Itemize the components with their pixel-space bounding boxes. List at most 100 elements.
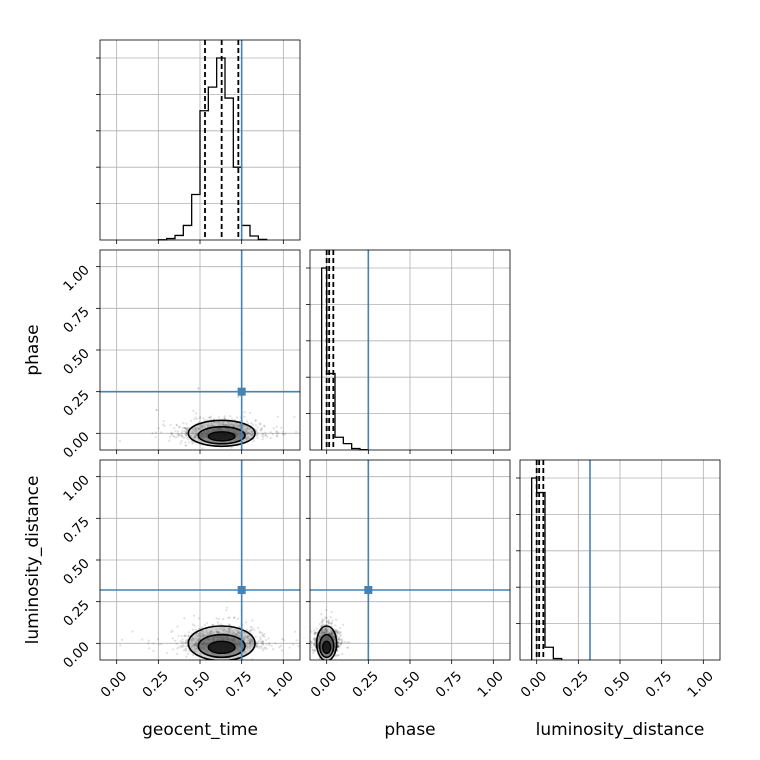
scatter-phase-vs-luminosity_distance-point xyxy=(330,622,333,625)
scatter-geocent_time-vs-phase-point xyxy=(245,431,248,434)
scatter-geocent_time-vs-luminosity_distance-point xyxy=(234,633,237,636)
scatter-geocent_time-vs-luminosity_distance-point xyxy=(278,646,281,649)
scatter-geocent_time-vs-luminosity_distance-point xyxy=(245,644,249,648)
scatter-geocent_time-vs-phase-point xyxy=(198,420,201,423)
scatter-geocent_time-vs-luminosity_distance-point xyxy=(217,630,220,634)
scatter-geocent_time-vs-luminosity_distance-ytick-label-1: 0.25 xyxy=(60,597,93,630)
scatter-geocent_time-vs-phase-point xyxy=(192,428,195,431)
scatter-phase-vs-luminosity_distance-point xyxy=(329,632,332,635)
scatter-geocent_time-vs-luminosity_distance-point xyxy=(199,653,202,656)
scatter-phase-vs-luminosity_distance-point xyxy=(319,632,322,636)
scatter-geocent_time-vs-phase-point xyxy=(247,437,250,440)
scatter-geocent_time-vs-luminosity_distance-point xyxy=(156,638,160,641)
scatter-geocent_time-vs-luminosity_distance-point xyxy=(226,630,229,633)
scatter-phase-vs-luminosity_distance-point xyxy=(331,632,334,636)
scatter-geocent_time-vs-phase-point xyxy=(233,418,236,422)
scatter-geocent_time-vs-luminosity_distance-point xyxy=(263,635,266,638)
scatter-geocent_time-vs-luminosity_distance-point xyxy=(261,640,265,643)
scatter-geocent_time-vs-phase-point xyxy=(230,446,233,449)
scatter-phase-vs-luminosity_distance-point xyxy=(322,630,325,634)
scatter-phase-vs-luminosity_distance-point xyxy=(328,632,331,635)
scatter-geocent_time-vs-luminosity_distance-point xyxy=(280,649,283,652)
scatter-geocent_time-vs-luminosity_distance-point xyxy=(250,628,253,631)
scatter-phase-vs-luminosity_distance-point xyxy=(337,639,341,642)
scatter-geocent_time-vs-phase-point xyxy=(188,441,191,444)
scatter-geocent_time-vs-luminosity_distance-point xyxy=(249,646,252,649)
scatter-geocent_time-vs-phase-point xyxy=(243,415,246,418)
scatter-geocent_time-vs-phase-point xyxy=(230,422,233,425)
hist-phase-border xyxy=(309,249,511,451)
scatter-phase-vs-luminosity_distance-point xyxy=(332,661,334,663)
scatter-geocent_time-vs-phase-point xyxy=(202,417,205,420)
scatter-phase-vs-luminosity_distance-point xyxy=(320,613,323,616)
scatter-phase-vs-luminosity_distance-point xyxy=(331,634,334,637)
scatter-geocent_time-vs-phase-point xyxy=(201,425,204,428)
scatter-geocent_time-vs-luminosity_distance-point xyxy=(251,640,255,644)
scatter-geocent_time-vs-phase-point xyxy=(226,420,230,424)
scatter-geocent_time-vs-luminosity_distance-point xyxy=(233,616,236,620)
scatter-phase-vs-luminosity_distance-point xyxy=(324,626,328,629)
scatter-geocent_time-vs-phase-point xyxy=(244,437,247,440)
scatter-geocent_time-vs-phase-point xyxy=(194,435,197,438)
scatter-phase-vs-luminosity_distance-point xyxy=(319,635,322,638)
scatter-geocent_time-vs-luminosity_distance-point xyxy=(191,640,194,643)
scatter-geocent_time-vs-luminosity_distance-point xyxy=(184,639,188,642)
scatter-geocent_time-vs-luminosity_distance-point xyxy=(203,623,207,627)
scatter-geocent_time-vs-phase-border xyxy=(99,249,301,451)
scatter-geocent_time-vs-phase-point xyxy=(178,433,181,436)
scatter-geocent_time-vs-luminosity_distance-point xyxy=(212,661,214,663)
scatter-geocent_time-vs-phase-point xyxy=(170,433,173,436)
scatter-geocent_time-vs-phase-point xyxy=(260,429,263,432)
scatter-geocent_time-vs-luminosity_distance-point xyxy=(248,642,251,645)
scatter-geocent_time-vs-phase-point xyxy=(239,426,242,430)
scatter-geocent_time-vs-phase-point xyxy=(197,427,200,431)
scatter-geocent_time-vs-phase-point xyxy=(193,435,197,439)
scatter-phase-vs-luminosity_distance-point xyxy=(319,633,323,636)
scatter-geocent_time-vs-phase-point xyxy=(193,437,196,440)
scatter-geocent_time-vs-phase-point xyxy=(194,427,197,431)
scatter-geocent_time-vs-phase-point xyxy=(200,424,203,427)
scatter-phase-vs-luminosity_distance-point xyxy=(323,628,326,632)
hist-phase xyxy=(306,249,511,454)
scatter-geocent_time-vs-phase-point xyxy=(195,431,198,434)
scatter-geocent_time-vs-luminosity_distance-point xyxy=(236,633,239,637)
scatter-phase-vs-luminosity_distance-point xyxy=(321,628,324,631)
scatter-geocent_time-vs-luminosity_distance-point xyxy=(249,639,252,642)
scatter-geocent_time-vs-luminosity_distance-point xyxy=(182,640,185,643)
scatter-geocent_time-vs-luminosity_distance-point xyxy=(220,623,223,626)
scatter-geocent_time-vs-phase-point xyxy=(194,416,197,419)
scatter-geocent_time-vs-luminosity_distance-point xyxy=(215,630,218,633)
scatter-geocent_time-vs-phase-point xyxy=(185,433,188,437)
scatter-geocent_time-vs-phase-point xyxy=(210,424,213,427)
scatter-geocent_time-vs-luminosity_distance-point xyxy=(263,647,266,650)
scatter-phase-vs-luminosity_distance-point xyxy=(333,644,337,647)
scatter-geocent_time-vs-luminosity_distance-point xyxy=(205,630,209,633)
scatter-geocent_time-vs-luminosity_distance-point xyxy=(265,647,268,650)
scatter-phase-vs-luminosity_distance-point xyxy=(338,641,341,644)
scatter-phase-vs-luminosity_distance-point xyxy=(320,621,323,624)
scatter-phase-vs-luminosity_distance-point xyxy=(319,635,322,639)
scatter-phase-vs-luminosity_distance-point xyxy=(315,631,318,634)
scatter-geocent_time-vs-luminosity_distance-point xyxy=(147,639,150,642)
scatter-geocent_time-vs-luminosity_distance-truth-marker xyxy=(237,586,246,594)
scatter-geocent_time-vs-luminosity_distance-point xyxy=(196,639,199,642)
scatter-geocent_time-vs-luminosity_distance-point xyxy=(157,643,160,646)
scatter-geocent_time-vs-luminosity_distance-point xyxy=(223,630,227,633)
scatter-phase-vs-luminosity_distance-point xyxy=(327,632,330,635)
scatter-geocent_time-vs-luminosity_distance-point xyxy=(184,649,187,652)
scatter-phase-vs-luminosity_distance-point xyxy=(325,631,329,634)
scatter-geocent_time-vs-phase-point xyxy=(191,430,194,433)
scatter-geocent_time-vs-phase-point xyxy=(178,425,181,428)
scatter-geocent_time-vs-luminosity_distance-point xyxy=(202,634,205,637)
scatter-geocent_time-vs-luminosity_distance-point xyxy=(257,639,261,643)
scatter-geocent_time-vs-luminosity_distance-point xyxy=(223,632,227,635)
scatter-geocent_time-vs-phase-point xyxy=(186,428,189,432)
scatter-geocent_time-vs-phase-point xyxy=(236,425,239,428)
scatter-geocent_time-vs-luminosity_distance-point xyxy=(191,639,195,642)
scatter-geocent_time-vs-phase-point xyxy=(208,424,211,427)
scatter-geocent_time-vs-phase-point xyxy=(194,427,197,430)
scatter-phase-vs-luminosity_distance-border xyxy=(309,459,511,661)
scatter-phase-vs-luminosity_distance-point xyxy=(320,631,323,634)
scatter-geocent_time-vs-luminosity_distance-point xyxy=(199,634,202,637)
scatter-geocent_time-vs-luminosity_distance-point xyxy=(248,640,252,643)
